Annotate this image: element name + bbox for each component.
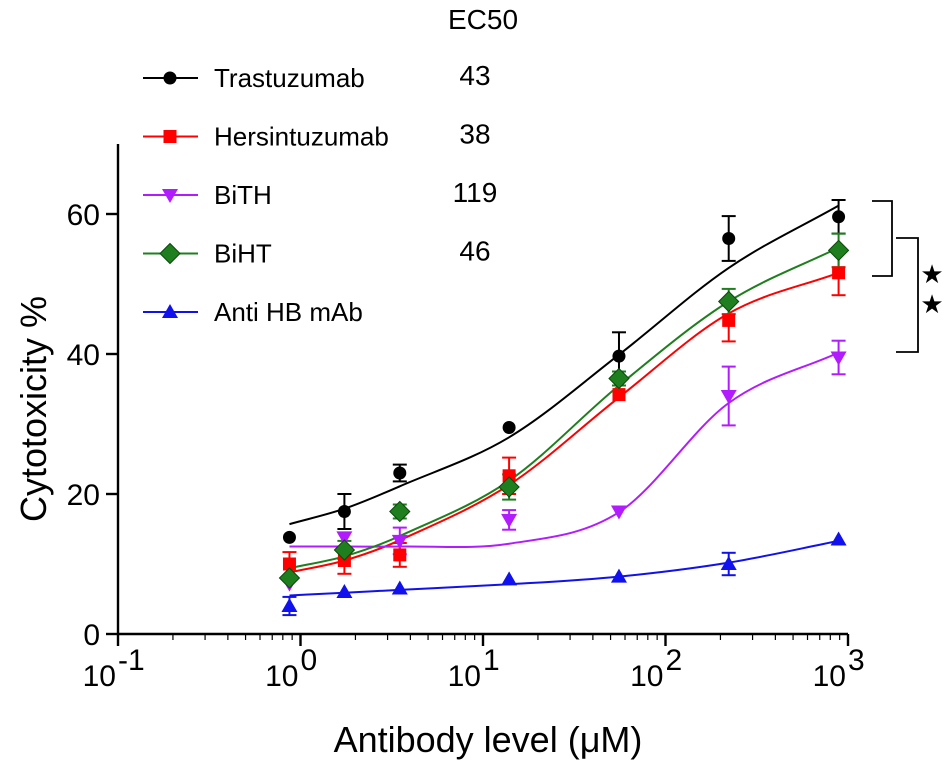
point-trastuzumab (612, 349, 626, 363)
significance-star: ★ (920, 289, 943, 319)
fit-curve-hersintuzumab (289, 271, 839, 574)
point-biht (278, 567, 301, 589)
fit-curves (289, 204, 840, 597)
point-biht (608, 367, 630, 390)
point-hersintuzumab (393, 548, 407, 562)
legend-marker-biht (159, 242, 181, 265)
point-trastuzumab (393, 466, 407, 480)
legend: EC50 Trastuzumab 43 Hersintuzumab 38 BiTH 119 B… (143, 4, 518, 327)
legend-marker-trastuzumab (163, 71, 177, 85)
x-tick-exponent: -1 (118, 644, 145, 677)
x-tick-label: 10 (448, 660, 481, 693)
x-tick-exponent: 0 (301, 644, 318, 677)
x-axis-title: Antibody level (μM) (334, 719, 643, 760)
point-biht (718, 290, 740, 313)
legend-label-biht: BiHT (214, 239, 272, 269)
y-tick-label: 60 (67, 199, 100, 232)
y-tick-label: 0 (83, 619, 100, 652)
legend-label-trastuzumab: Trastuzumab (214, 63, 365, 93)
legend-ec50-hersintuzumab: 38 (459, 119, 490, 150)
legend-marker-anti-hb-mab (162, 304, 178, 318)
point-bith (610, 505, 627, 520)
point-anti-hb-mab (830, 531, 847, 546)
fit-curve-biht (289, 246, 840, 570)
fit-curve-bith (289, 351, 840, 549)
bracket-inner (872, 200, 893, 277)
point-anti-hb-mab (501, 571, 518, 586)
fit-curve-trastuzumab (289, 204, 840, 526)
point-biht (498, 476, 520, 498)
bracket-outer (896, 237, 919, 353)
x-tick-label: 10 (630, 660, 663, 693)
point-trastuzumab (282, 530, 296, 544)
legend-ec50-trastuzumab: 43 (459, 60, 490, 91)
x-tick-exponent: 2 (666, 644, 683, 677)
y-tick-label: 40 (67, 339, 100, 372)
point-biht (333, 539, 356, 561)
legend-label-bith: BiTH (214, 180, 272, 210)
x-tick-exponent: 1 (483, 644, 500, 677)
x-tick-label: 10 (265, 660, 298, 693)
point-anti-hb-mab (720, 556, 737, 570)
legend-marker-bith (162, 189, 178, 203)
point-trastuzumab (502, 421, 516, 434)
point-hersintuzumab (612, 388, 626, 402)
point-hersintuzumab (722, 313, 736, 327)
point-trastuzumab (337, 505, 351, 518)
significance-annotations: ★★ (872, 200, 944, 353)
fit-curve-anti-hb-mab (289, 539, 839, 597)
legend-ec50-header: EC50 (448, 4, 518, 35)
point-anti-hb-mab (391, 580, 408, 595)
point-anti-hb-mab (610, 568, 627, 583)
significance-star: ★ (920, 259, 943, 289)
point-trastuzumab (722, 232, 736, 245)
x-tick-exponent: 3 (848, 644, 865, 677)
point-biht (389, 500, 411, 523)
legend-label-anti-hb-mab: Anti HB mAb (214, 297, 363, 327)
point-bith (336, 531, 353, 546)
point-biht (827, 239, 850, 262)
y-tick-label: 20 (67, 479, 100, 512)
point-bith (830, 351, 847, 366)
data-markers (278, 210, 850, 612)
x-tick-label: 10 (83, 660, 116, 693)
legend-label-hersintuzumab: Hersintuzumab (214, 122, 389, 152)
point-hersintuzumab (832, 266, 846, 280)
legend-ec50-bith: 119 (453, 177, 498, 208)
point-hersintuzumab (502, 469, 516, 483)
point-bith (501, 513, 518, 528)
legend-ec50-biht: 46 (459, 236, 490, 267)
point-anti-hb-mab (336, 584, 353, 598)
point-trastuzumab (832, 210, 846, 224)
legend-marker-hersintuzumab (163, 130, 177, 143)
x-tick-label: 10 (813, 660, 846, 693)
point-hersintuzumab (282, 557, 296, 571)
point-anti-hb-mab (281, 598, 298, 612)
point-bith (720, 390, 737, 404)
point-bith (391, 534, 408, 549)
y-axis-title: Cytotoxicity % (13, 296, 54, 522)
